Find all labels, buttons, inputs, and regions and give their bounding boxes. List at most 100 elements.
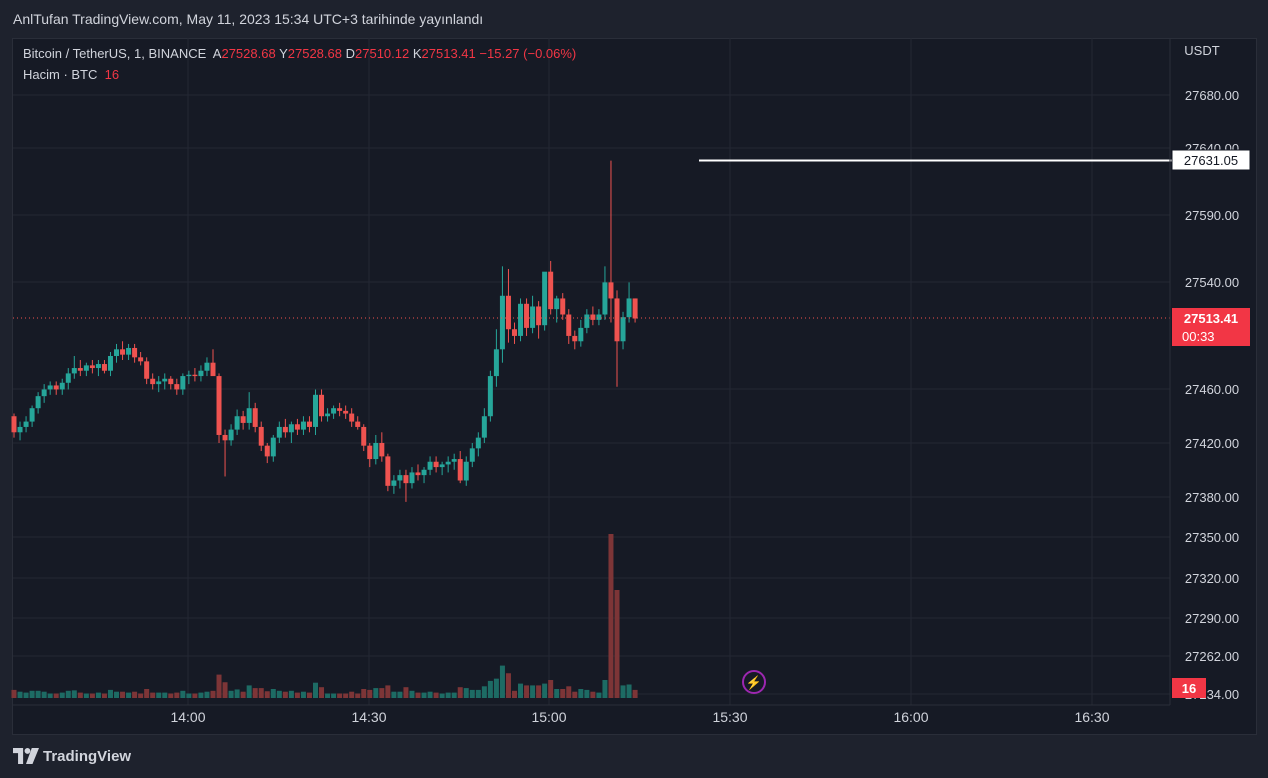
price-tick-label: 27320.00 [1185, 571, 1239, 586]
candle-body [319, 394, 325, 417]
volume-bar [132, 691, 138, 698]
change-value: −15.27 (−0.06%) [479, 46, 577, 61]
close-value: 27513.41 [421, 46, 476, 61]
last-price-label: 27513.41 00:33 [1172, 308, 1250, 346]
candle-body [198, 370, 204, 377]
volume-value: 16 [104, 67, 120, 82]
price-tick-label: 27380.00 [1185, 490, 1239, 505]
candle-body [505, 295, 511, 330]
price-tick-label: 27460.00 [1185, 382, 1239, 397]
candle-body [270, 437, 276, 457]
candle-body [457, 459, 463, 481]
volume-bar [578, 689, 584, 698]
candle-body [602, 282, 608, 315]
candle-body [282, 426, 288, 433]
volume-bar [210, 690, 216, 698]
candle-body [542, 271, 548, 326]
candle-body [288, 424, 294, 433]
candle-body [83, 365, 89, 371]
candle-body [554, 298, 560, 310]
volume-bar [313, 682, 318, 698]
candle-body [234, 416, 240, 430]
volume-bar [300, 691, 306, 698]
candle-body [11, 416, 17, 433]
volume-bar [186, 693, 192, 698]
candle-body [138, 357, 144, 362]
candle-body [89, 365, 95, 369]
candle-body [463, 461, 469, 481]
candle-body [626, 298, 632, 318]
candle-body [29, 408, 35, 422]
volume-bar [566, 686, 572, 698]
volume-bar [144, 689, 150, 698]
candle-body [252, 408, 258, 427]
candle-body [168, 378, 174, 385]
candle-body [620, 317, 626, 342]
candle-body [59, 382, 65, 390]
candle-body [349, 413, 355, 422]
candle-body [47, 385, 53, 390]
candle-body [246, 408, 252, 423]
volume-bar [319, 687, 325, 698]
candle-body [174, 384, 180, 390]
high-value: 27528.68 [287, 46, 342, 61]
candle-body [306, 421, 312, 427]
close-label: K [412, 46, 422, 61]
volume-bar [487, 680, 493, 698]
candle-body [397, 475, 403, 481]
open-label: A [212, 46, 222, 61]
symbol-legend: Bitcoin / TetherUS, 1, BINANCE A27528.68… [23, 46, 576, 88]
volume-bar [367, 689, 373, 698]
candle-body [493, 349, 499, 377]
volume-bar [17, 691, 23, 698]
volume-bar [180, 690, 186, 698]
volume-bar [282, 691, 288, 698]
low-label: D [345, 46, 356, 61]
candle-body [222, 434, 228, 441]
candle-countdown: 00:33 [1182, 329, 1215, 344]
symbol-name[interactable]: Bitcoin / TetherUS, 1, BINANCE [23, 46, 207, 61]
volume-bar [23, 692, 29, 698]
volume-bar [349, 691, 355, 698]
candle-body [614, 298, 620, 342]
candle-body [548, 271, 554, 310]
time-axis[interactable]: 14:00 14:30 15:00 15:30 16:00 16:30 [170, 709, 1109, 725]
volume-bar [475, 689, 481, 698]
volume-bar [150, 692, 156, 698]
volume-bar [632, 689, 638, 698]
volume-bar [493, 678, 499, 698]
candle-body [608, 282, 614, 299]
volume-bar [192, 693, 198, 698]
volume-bar [548, 680, 554, 698]
candle-body [590, 314, 596, 320]
volume-bar [59, 692, 65, 698]
price-tick-label: 27590.00 [1185, 208, 1239, 223]
volume-bar [524, 685, 530, 698]
volume-bar [240, 691, 246, 698]
candle-body [264, 445, 270, 457]
price-axis-currency: USDT [1184, 43, 1219, 58]
volume-row: Hacim · BTC 16 [23, 67, 576, 88]
price-axis[interactable]: 27680.0027640.0027590.0027540.0027460.00… [1185, 88, 1239, 702]
volume-bar [518, 683, 524, 698]
volume-bar [35, 690, 41, 698]
volume-bar [554, 689, 560, 698]
flash-icon[interactable]: ⚡ [742, 670, 766, 694]
time-tick-label: 14:30 [351, 709, 386, 725]
volume-bars [11, 534, 638, 698]
candle-body [186, 374, 192, 377]
price-tick-label: 27262.00 [1185, 649, 1239, 664]
volume-bar [47, 693, 53, 698]
candle-body [210, 362, 216, 377]
volume-bar [101, 693, 107, 698]
candle-body [560, 298, 566, 315]
candle-body [65, 373, 71, 383]
candle-body [101, 364, 107, 371]
volume-bar [614, 590, 620, 698]
open-value: 27528.68 [221, 46, 276, 61]
volume-bar [120, 691, 126, 698]
volume-label[interactable]: Hacim · BTC [23, 67, 98, 82]
candle-body [126, 347, 132, 355]
candle-body [433, 461, 439, 468]
